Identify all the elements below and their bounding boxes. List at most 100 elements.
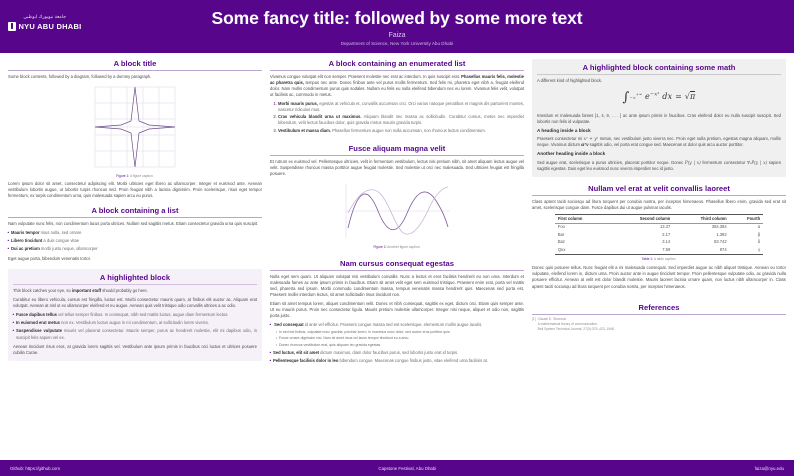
cell: 1.392 <box>716 231 727 237</box>
item-rest: vel tellus semper finibus. In consequat,… <box>56 311 229 317</box>
references-heading: References <box>638 302 680 312</box>
block-highlighted: A highlighted block This block catches y… <box>8 268 262 361</box>
divider <box>270 155 524 156</box>
item-bold: Sed consequat <box>274 321 304 327</box>
star-diagram <box>94 86 176 167</box>
bullet-list: Mauris tempor risus nulla, sed ornare Li… <box>8 230 262 253</box>
logo-wordmark: NYU ABU DHABI <box>18 21 82 31</box>
middle-column: A block containing an enumerated list Vi… <box>270 59 524 460</box>
list-item: Libero tincidunt a duis congue vitae <box>11 238 262 245</box>
list-item: Cras vehicula blandit urna ut maximus. A… <box>278 114 524 126</box>
cell: 384.394 <box>711 224 727 230</box>
poster-header: جامعة نيويورك ابوظبي NYU ABU DHABI Some … <box>0 0 794 53</box>
intro-bold: important stuff <box>71 287 102 293</box>
cell: δ <box>757 239 761 245</box>
header-center: Some fancy title: followed by some more … <box>212 7 583 46</box>
column-header: Fourth <box>729 213 764 224</box>
block-heading: A block title <box>113 59 157 68</box>
bullet-list: Sed consequat id ante vel efficitur. Pra… <box>270 322 524 365</box>
footer-github-link[interactable]: Github: https://github.com <box>10 465 61 471</box>
data-table: First column Second column Third column … <box>554 213 764 255</box>
cell: 3.14 <box>662 239 671 245</box>
item-rest: id ante vel efficitur. Praesent congue m… <box>303 321 483 327</box>
block-nam-cursus: Nam cursus consequat egestas Nulla eget … <box>270 259 524 367</box>
author-name: Faiza <box>388 31 406 39</box>
cell: Bar <box>557 231 565 237</box>
para-bold: Phasellus mauris felis, molestie ac phar… <box>270 73 524 85</box>
list-item: Morbi mauris purus, egestas at vehicula … <box>278 101 524 113</box>
cell: α <box>757 224 761 230</box>
item-bold: Libero tincidunt <box>11 238 43 244</box>
list-item: In euismod erat metus non ex. Vestibulum… <box>16 320 257 327</box>
list-item: Vestibulum et massa diam. Phasellus ferm… <box>278 128 524 134</box>
item-bold: Fusce dapibus tellus <box>16 311 57 317</box>
block-heading: A highlighted block <box>99 272 171 282</box>
outro-text: Donec quis posuere tellus. Nunc feugiat … <box>532 265 786 289</box>
inline-math: P(y | x) <box>684 159 701 165</box>
caption-text: Another figure caption. <box>386 245 421 250</box>
outro-text: Eget augue porta, bibendum venenatis tor… <box>8 255 91 261</box>
item-bold: Suspendisse vulputate <box>16 328 62 334</box>
intro-text: Some block contents, followed by a diagr… <box>8 73 152 79</box>
equation-glyphs: ∫−∞+∞ e−x² dx = √π <box>622 89 696 105</box>
item-bold: Vestibulum et massa diam. <box>278 128 331 134</box>
footer-email[interactable]: faiza@nyu.edu <box>754 465 784 471</box>
figure-caption: Figure 2: Another figure caption. <box>270 245 524 250</box>
table-row: Baz 3.14 83.742 δ <box>555 239 763 247</box>
block-math-highlighted: A highlighted block containing some math… <box>532 59 786 177</box>
divider <box>8 70 262 71</box>
text-pre: Praesent consectetur mi <box>537 136 584 142</box>
item-rest: egestas at vehicula et, convallis accums… <box>278 100 524 112</box>
cell: Qux <box>554 246 609 255</box>
caption-text: A table caption. <box>653 256 677 261</box>
intro-text: A different kind of highlighted block. <box>537 77 603 83</box>
sub-bullet-list: In sed est finibus, vulputate nunc gravi… <box>273 330 524 349</box>
intro-text: Vivamus congue volutpat elit non semper.… <box>270 74 524 98</box>
column-header: First column <box>554 213 609 224</box>
gaussian-integral-equation: ∫−∞+∞ e−x² dx = √π <box>537 89 781 108</box>
bullet-list: Fusce dapibus tellus vel tellus semper f… <box>13 312 257 341</box>
enumerated-list: Morbi mauris purus, egestas at vehicula … <box>270 101 524 134</box>
block-content: This block catches your eye, so importan… <box>13 288 257 356</box>
item-rest: Aliquam blandit nec massa ac sollicitudi… <box>278 114 524 126</box>
figure-star-diagram: Figure 1: A figure caption. <box>8 83 262 179</box>
item-bold: Pellentesque facilisis dolor in leo <box>273 357 339 363</box>
item-bold: Dui ac pretium <box>11 246 40 252</box>
divider <box>270 70 524 71</box>
logo-row: NYU ABU DHABI <box>8 21 82 31</box>
list-item: Pellentesque facilisis dolor in leo bibe… <box>273 358 524 365</box>
block-heading: Nam cursus consequat egestas <box>340 259 454 269</box>
body-paragraph: Class aptent taciti sociosqu ad litora t… <box>532 198 786 210</box>
item-rest: mauris vel placerat consectetur. Mauris … <box>16 328 257 340</box>
item-rest: bibendum congue. Maecenas congue finibus… <box>338 357 488 363</box>
references-block: References [1] Claude E. Shannon. A math… <box>532 297 786 332</box>
cell: γ <box>729 246 764 255</box>
column-header: Second column <box>608 213 674 224</box>
affiliation: Department of Science, New York Universi… <box>340 40 454 46</box>
caption-label: Table 1: <box>641 256 654 261</box>
intro-text: Nam vulputate nunc felis, non condimentu… <box>8 220 259 226</box>
para-pre: Vivamus congue volutpat elit non semper.… <box>270 73 462 79</box>
right-column: A highlighted block containing some math… <box>532 59 786 460</box>
body-paragraph: Curabitur eu libero vehicula, cursus est… <box>13 296 257 308</box>
block-content: Nam vulputate nunc felis, non condimentu… <box>8 221 262 262</box>
item-bold: Cras vehicula blandit urna ut maximus. <box>278 114 362 120</box>
column-header: Third column <box>673 213 730 224</box>
cell: β <box>757 231 761 237</box>
cell: 13.37 <box>659 224 671 230</box>
university-logo: جامعة نيويورك ابوظبي NYU ABU DHABI <box>8 15 81 31</box>
figure-sine-waves: Figure 2: Another figure caption. <box>270 180 524 250</box>
block-containing-a-list: A block containing a list Nam vulputate … <box>8 206 262 262</box>
intro-post: should probably go here. <box>101 287 148 293</box>
list-item: Fusce dapibus tellus vel tellus semper f… <box>16 312 257 319</box>
reference-title: A mathematical theory of communication. <box>537 322 598 327</box>
caption-text: A figure caption. <box>129 174 154 179</box>
table-caption: Table 1: A table caption. <box>532 257 786 262</box>
item-rest: a duis congue vitae <box>42 238 80 244</box>
item-rest: morbi justo neque, ullamcorper <box>39 246 98 252</box>
item-rest: risus nulla, sed ornare <box>39 229 82 235</box>
reference-entry: [1] Claude E. Shannon. A mathematical th… <box>532 317 786 332</box>
block-fusce-aliquam: Fusce aliquam magna velit Et rutrum ex e… <box>270 144 524 252</box>
inline-math: ∇ₓP(y | x) <box>746 159 768 165</box>
caption-label: Figure 1: <box>116 174 130 179</box>
